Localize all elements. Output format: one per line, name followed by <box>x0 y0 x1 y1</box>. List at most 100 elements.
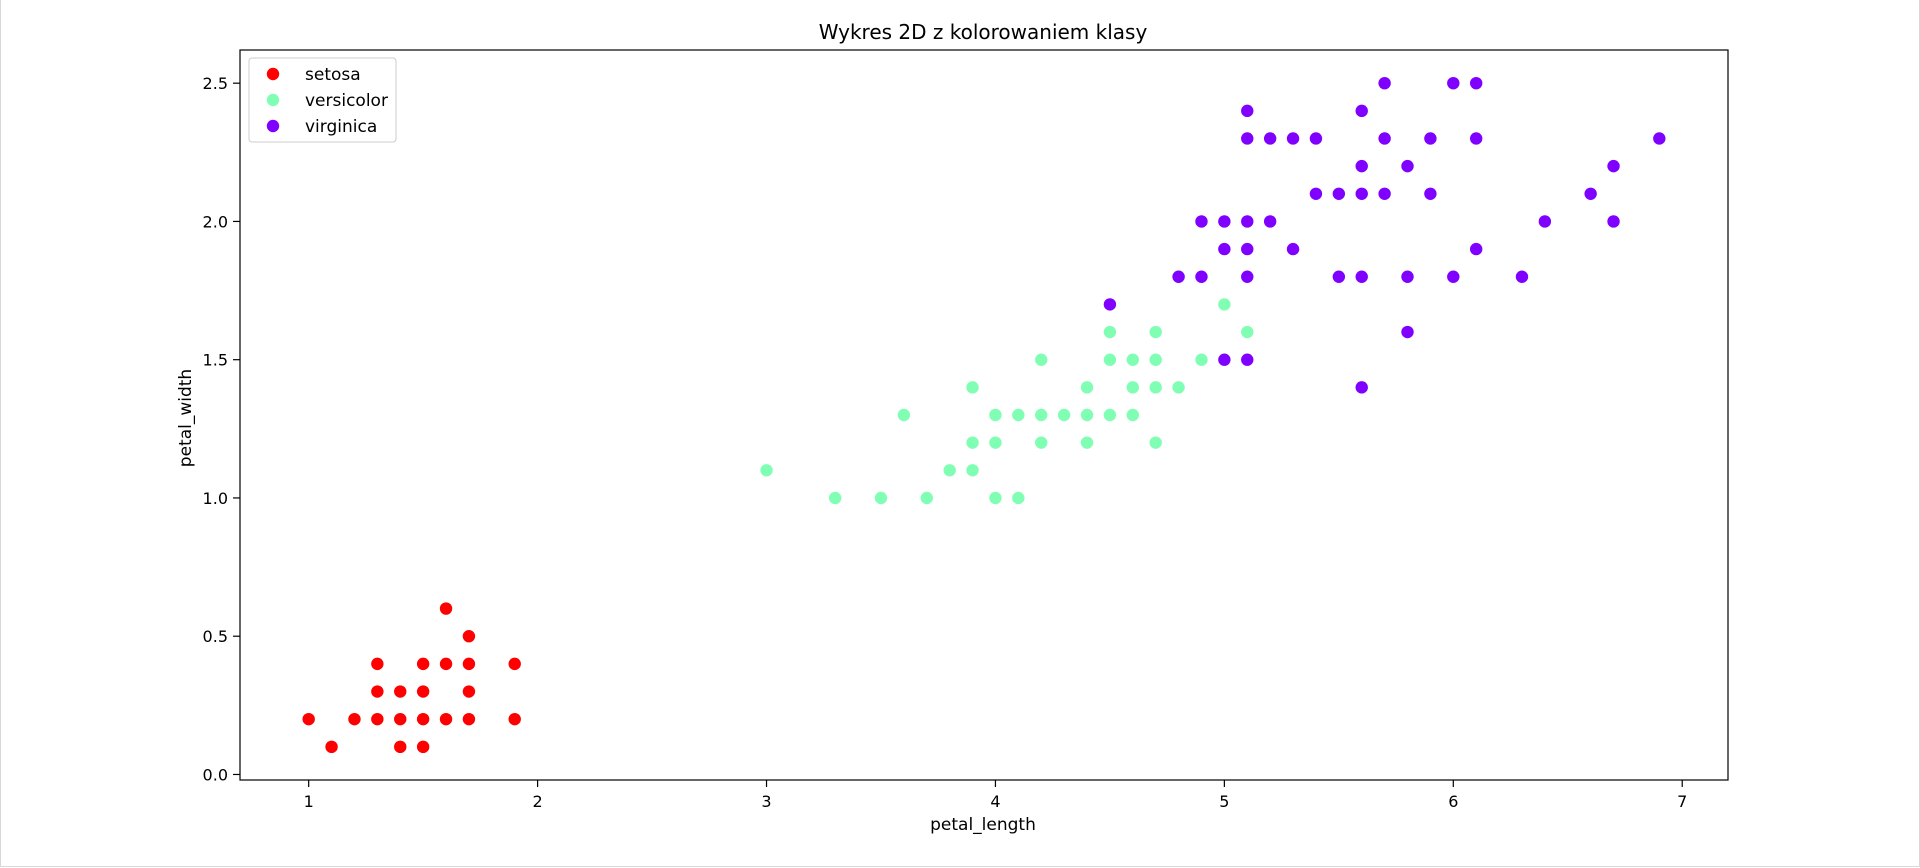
x-tick-label: 5 <box>1219 792 1229 811</box>
legend-marker-versicolor <box>266 93 280 107</box>
point-setosa <box>462 630 476 643</box>
legend: setosa versicolor virginica <box>248 57 397 143</box>
point-virginica <box>1286 132 1300 145</box>
y-tick-label: 1.5 <box>203 351 228 370</box>
point-setosa <box>439 712 453 726</box>
point-setosa <box>394 712 407 726</box>
point-setosa <box>371 685 384 698</box>
point-versicolor <box>1126 381 1140 394</box>
point-setosa <box>416 740 430 754</box>
legend-label-setosa: setosa <box>305 65 361 85</box>
point-virginica <box>1607 159 1620 173</box>
point-virginica <box>1355 270 1368 283</box>
point-versicolor <box>1080 436 1094 449</box>
point-versicolor <box>1172 381 1185 394</box>
point-versicolor <box>989 491 1002 505</box>
point-virginica <box>1378 76 1391 90</box>
point-virginica <box>1401 159 1414 173</box>
point-versicolor <box>1035 436 1048 449</box>
chart-title: Wykres 2D z kolorowaniem klasy <box>819 20 1148 44</box>
point-virginica <box>1172 270 1185 283</box>
legend-box <box>248 57 397 143</box>
point-versicolor <box>1149 436 1162 449</box>
y-axis-label: petal_width <box>176 369 196 467</box>
point-versicolor <box>1195 353 1208 366</box>
x-tick-label: 6 <box>1448 792 1458 811</box>
legend-marker-setosa <box>266 67 280 81</box>
point-virginica <box>1218 353 1231 366</box>
point-virginica <box>1538 215 1552 228</box>
point-virginica <box>1401 270 1414 283</box>
x-tick-label: 4 <box>990 792 1000 811</box>
legend-label-virginica: virginica <box>305 117 377 137</box>
point-virginica <box>1103 298 1117 311</box>
point-setosa <box>462 685 476 698</box>
point-virginica <box>1401 325 1414 339</box>
point-virginica <box>1607 215 1620 228</box>
point-virginica <box>1355 381 1368 394</box>
point-virginica <box>1195 215 1208 228</box>
point-versicolor <box>1080 381 1094 394</box>
point-setosa <box>416 712 430 726</box>
y-axis: 0.0 0.5 1.0 1.5 2.0 2.5 <box>203 74 240 784</box>
legend-label-versicolor: versicolor <box>305 91 388 111</box>
point-setosa <box>508 712 521 726</box>
point-virginica <box>1309 132 1323 145</box>
x-tick-label: 1 <box>304 792 314 811</box>
x-tick-label: 7 <box>1677 792 1687 811</box>
point-setosa <box>416 657 430 671</box>
point-virginica <box>1332 270 1346 283</box>
point-virginica <box>1469 76 1483 90</box>
point-virginica <box>1218 242 1231 256</box>
point-setosa <box>371 712 384 726</box>
point-virginica <box>1653 132 1666 145</box>
point-versicolor <box>989 408 1002 422</box>
y-tick-label: 1.0 <box>203 489 228 508</box>
point-virginica <box>1424 187 1437 200</box>
point-virginica <box>1515 270 1529 283</box>
x-axis: 1 2 3 4 5 6 7 <box>304 780 1687 811</box>
point-setosa <box>394 740 407 754</box>
point-virginica <box>1195 270 1208 283</box>
point-versicolor <box>1149 325 1162 339</box>
point-virginica <box>1424 132 1437 145</box>
point-virginica <box>1263 215 1277 228</box>
point-versicolor <box>1057 408 1071 422</box>
point-setosa <box>416 685 430 698</box>
point-setosa <box>439 657 453 671</box>
point-versicolor <box>1149 381 1162 394</box>
plot-area <box>239 49 1729 781</box>
points-layer <box>302 76 1666 754</box>
point-versicolor <box>1080 408 1094 422</box>
point-virginica <box>1378 187 1391 200</box>
point-versicolor <box>1103 408 1117 422</box>
point-virginica <box>1263 132 1277 145</box>
point-virginica <box>1355 104 1368 118</box>
point-versicolor <box>1035 353 1048 366</box>
point-versicolor <box>1103 325 1117 339</box>
point-versicolor <box>1126 408 1140 422</box>
point-versicolor <box>1149 353 1162 366</box>
point-virginica <box>1332 187 1346 200</box>
point-setosa <box>325 740 338 754</box>
point-virginica <box>1378 132 1391 145</box>
point-virginica <box>1355 187 1368 200</box>
point-versicolor <box>966 464 979 477</box>
point-versicolor <box>989 436 1002 449</box>
x-axis-label: petal_length <box>930 815 1036 835</box>
point-virginica <box>1355 159 1368 173</box>
point-virginica <box>1241 215 1254 228</box>
point-virginica <box>1447 270 1460 283</box>
point-virginica <box>1584 187 1597 200</box>
point-versicolor <box>1035 408 1048 422</box>
point-versicolor <box>874 491 888 505</box>
point-virginica <box>1218 215 1231 228</box>
legend-marker-virginica <box>266 119 280 133</box>
x-tick-label: 3 <box>761 792 771 811</box>
point-virginica <box>1286 242 1300 256</box>
point-virginica <box>1309 187 1323 200</box>
point-versicolor <box>943 464 956 477</box>
point-setosa <box>302 712 315 726</box>
